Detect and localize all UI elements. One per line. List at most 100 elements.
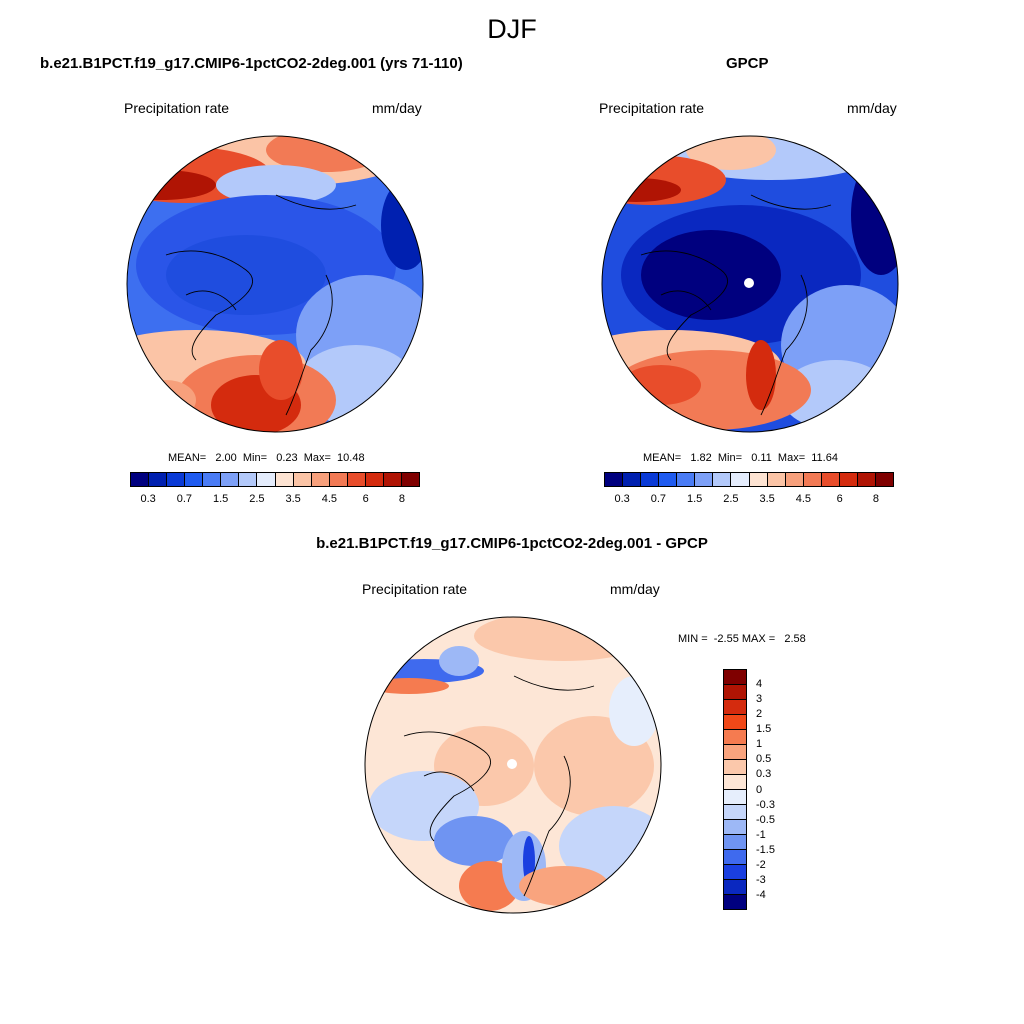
colorbar-tick-label: 2.5 bbox=[723, 493, 739, 505]
colorbar-swatch bbox=[293, 473, 312, 486]
colorbar-swatch bbox=[724, 835, 746, 850]
diff-stats: MIN = -2.55 MAX = 2.58 bbox=[678, 633, 806, 645]
colorbar-swatch bbox=[724, 685, 746, 700]
model-colorbar-ticks: 0.3 0.7 1.5 2.5 3.5 4.5 6 8 bbox=[130, 493, 420, 507]
colorbar-swatch bbox=[785, 473, 804, 486]
colorbar-swatch bbox=[724, 730, 746, 745]
colorbar-tick-label: 0.3 bbox=[756, 768, 772, 781]
colorbar-tick-label: 0.3 bbox=[140, 493, 156, 505]
colorbar-swatch bbox=[641, 473, 660, 486]
colorbar-tick-label: 6 bbox=[362, 493, 369, 505]
colorbar-tick-label: 1 bbox=[756, 738, 763, 751]
colorbar-swatch bbox=[767, 473, 786, 486]
colorbar-swatch bbox=[329, 473, 348, 486]
colorbar-tick-label: 3.5 bbox=[285, 493, 301, 505]
colorbar-tick-label: -1 bbox=[756, 828, 766, 841]
obs-stats: MEAN= 1.82 Min= 0.11 Max= 11.64 bbox=[643, 452, 838, 464]
colorbar-tick-label: 8 bbox=[872, 493, 879, 505]
colorbar-swatch bbox=[724, 790, 746, 805]
colorbar-swatch bbox=[724, 670, 746, 685]
colorbar-tick-label: 4.5 bbox=[795, 493, 812, 505]
model-panel-title: b.e21.B1PCT.f19_g17.CMIP6-1pctCO2-2deg.0… bbox=[40, 55, 463, 72]
colorbar-swatch bbox=[713, 473, 732, 486]
obs-panel-title: GPCP bbox=[726, 55, 769, 72]
colorbar-swatch bbox=[724, 715, 746, 730]
colorbar-tick-label: 4.5 bbox=[321, 493, 338, 505]
obs-colorbar bbox=[604, 472, 894, 487]
colorbar-swatch bbox=[203, 473, 222, 486]
diff-panel-title: b.e21.B1PCT.f19_g17.CMIP6-1pctCO2-2deg.0… bbox=[316, 535, 708, 552]
colorbar-swatch bbox=[131, 473, 150, 486]
colorbar-swatch bbox=[839, 473, 858, 486]
colorbar-swatch bbox=[257, 473, 276, 486]
colorbar-tick-label: 0 bbox=[756, 783, 763, 796]
colorbar-swatch bbox=[724, 745, 746, 760]
colorbar-swatch bbox=[677, 473, 696, 486]
colorbar-tick-label: 0.3 bbox=[614, 493, 630, 505]
model-polar-map bbox=[126, 135, 424, 433]
colorbar-swatch bbox=[605, 473, 624, 486]
colorbar-tick-label: 3.5 bbox=[759, 493, 775, 505]
colorbar-swatch bbox=[383, 473, 402, 486]
colorbar-tick-label: -2 bbox=[756, 858, 766, 871]
colorbar-tick-label: 8 bbox=[398, 493, 405, 505]
colorbar-swatch bbox=[239, 473, 258, 486]
figure-title: DJF bbox=[487, 14, 537, 44]
diff-variable-label: Precipitation rate bbox=[362, 581, 468, 597]
model-units-label: mm/day bbox=[372, 100, 422, 116]
colorbar-swatch bbox=[167, 473, 186, 486]
colorbar-swatch bbox=[724, 805, 746, 820]
colorbar-swatch bbox=[724, 895, 746, 909]
colorbar-tick-label: 2 bbox=[756, 708, 763, 721]
colorbar-tick-label: 1.5 bbox=[212, 493, 229, 505]
colorbar-tick-label: -4 bbox=[756, 888, 766, 901]
obs-variable-label: Precipitation rate bbox=[599, 100, 705, 116]
colorbar-swatch bbox=[724, 865, 746, 880]
colorbar-tick-label: 1.5 bbox=[686, 493, 703, 505]
colorbar-swatch bbox=[347, 473, 366, 486]
colorbar-swatch bbox=[695, 473, 714, 486]
colorbar-swatch bbox=[749, 473, 768, 486]
model-stats: MEAN= 2.00 Min= 0.23 Max= 10.48 bbox=[168, 452, 365, 464]
colorbar-tick-label: 0.5 bbox=[756, 753, 772, 766]
colorbar-swatch bbox=[185, 473, 204, 486]
colorbar-swatch bbox=[724, 880, 746, 895]
colorbar-tick-label: -0.5 bbox=[756, 813, 775, 826]
colorbar-tick-label: -0.3 bbox=[756, 798, 775, 811]
colorbar-swatch bbox=[857, 473, 876, 486]
colorbar-tick-label: 0.7 bbox=[176, 493, 193, 505]
colorbar-swatch bbox=[659, 473, 678, 486]
colorbar-tick-label: 0.7 bbox=[650, 493, 667, 505]
colorbar-swatch bbox=[365, 473, 384, 486]
model-variable-label: Precipitation rate bbox=[124, 100, 230, 116]
colorbar-swatch bbox=[221, 473, 240, 486]
colorbar-swatch bbox=[803, 473, 822, 486]
colorbar-swatch bbox=[724, 700, 746, 715]
colorbar-swatch bbox=[275, 473, 294, 486]
diff-colorbar-ticks: 4 3 2 1.5 1 0.5 0.3 0 -0.3 -0.5 -1 -1.5 -2 -3 -4 bbox=[756, 669, 796, 910]
colorbar-swatch bbox=[875, 473, 893, 486]
colorbar-swatch bbox=[149, 473, 168, 486]
colorbar-swatch bbox=[731, 473, 750, 486]
colorbar-swatch bbox=[724, 820, 746, 835]
colorbar-swatch bbox=[821, 473, 840, 486]
colorbar-tick-label: -3 bbox=[756, 873, 766, 886]
diff-polar-map bbox=[364, 616, 662, 914]
colorbar-swatch bbox=[311, 473, 330, 486]
colorbar-tick-label: 4 bbox=[756, 678, 763, 691]
obs-units-label: mm/day bbox=[847, 100, 897, 116]
colorbar-tick-label: 1.5 bbox=[756, 723, 772, 736]
colorbar-swatch bbox=[401, 473, 419, 486]
colorbar-tick-label: -1.5 bbox=[756, 843, 775, 856]
colorbar-swatch bbox=[724, 760, 746, 775]
colorbar-swatch bbox=[724, 775, 746, 790]
colorbar-tick-label: 3 bbox=[756, 693, 763, 706]
colorbar-tick-label: 2.5 bbox=[249, 493, 265, 505]
model-colorbar bbox=[130, 472, 420, 487]
colorbar-swatch bbox=[724, 850, 746, 865]
obs-polar-map bbox=[601, 135, 899, 433]
diff-units-label: mm/day bbox=[610, 581, 660, 597]
obs-colorbar-ticks: 0.3 0.7 1.5 2.5 3.5 4.5 6 8 bbox=[604, 493, 894, 507]
colorbar-swatch bbox=[623, 473, 642, 486]
diff-colorbar bbox=[723, 669, 747, 910]
